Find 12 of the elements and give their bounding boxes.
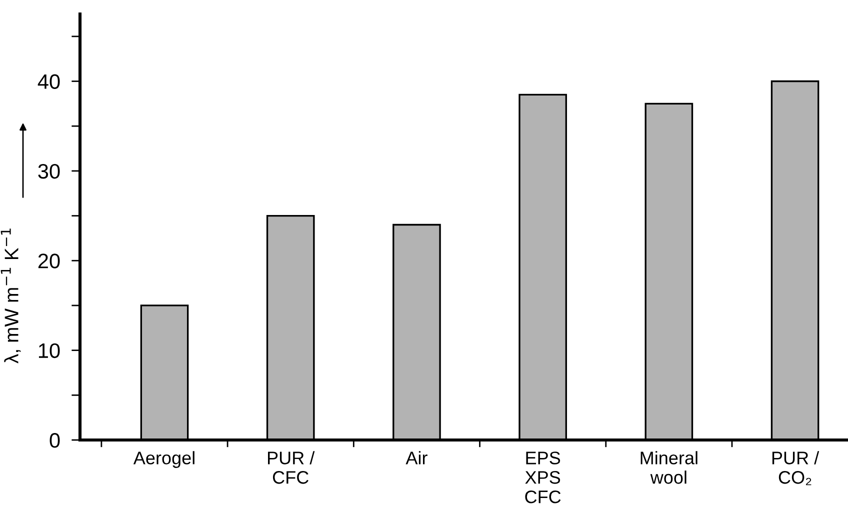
x-tick-label: Aerogel <box>133 451 194 468</box>
y-tick-label: 10 <box>38 343 60 358</box>
x-tick-label: Mineral wool <box>640 451 698 484</box>
y-tick-label: 20 <box>38 254 60 268</box>
x-tick-label: EPS XPS CFC <box>525 452 561 504</box>
x-tick-label: Air <box>406 451 428 464</box>
x-tick-label: PUR / CO₂ <box>772 451 820 486</box>
x-tick-label: PUR / CFC <box>268 451 315 484</box>
y-axis-title: λ, mW m$^{−1}$ K$^{−1}$ <box>0 228 21 364</box>
y-tick-label: 30 <box>38 164 60 179</box>
y-tick-label: 40 <box>38 74 60 90</box>
y-tick-label: 0 <box>50 433 60 448</box>
